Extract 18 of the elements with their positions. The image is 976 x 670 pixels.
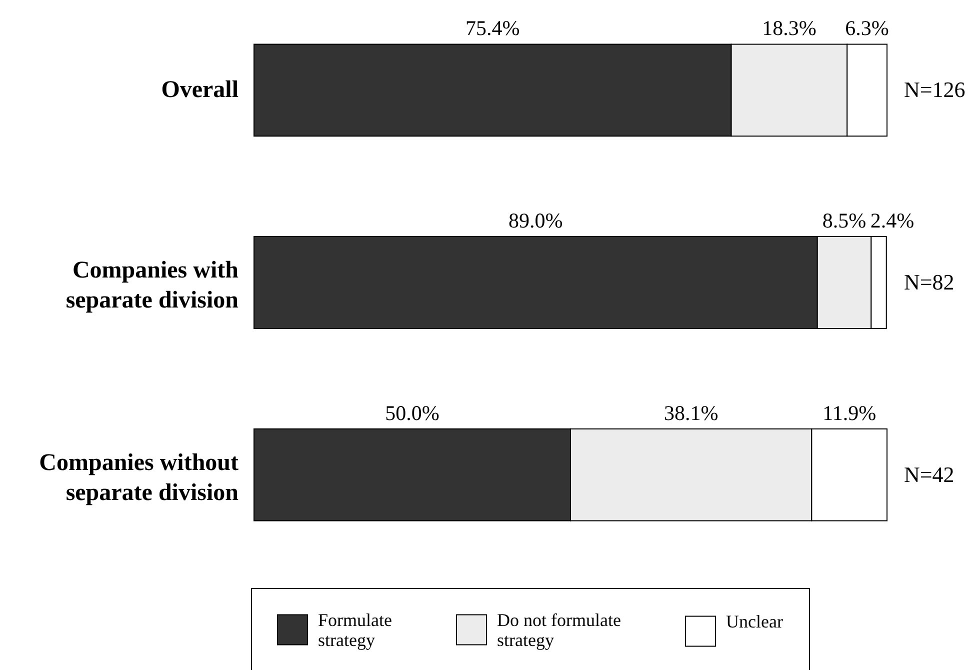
- y-tick-label: Companies with separate division: [66, 258, 238, 314]
- legend-label: Do not formulate strategy: [497, 610, 621, 650]
- data-label: 38.1%: [664, 400, 718, 425]
- data-label: 6.3%: [845, 16, 889, 40]
- data-label: 89.0%: [508, 208, 563, 233]
- text: N=82: [904, 270, 954, 294]
- data-label: 11.9%: [822, 400, 876, 425]
- data-label: 2.4%: [870, 208, 914, 233]
- legend-label: Unclear: [726, 611, 783, 632]
- data-label: 50.0%: [385, 400, 440, 425]
- data-label: 18.3%: [762, 16, 816, 40]
- data-label: 8.5%: [822, 208, 866, 233]
- data-label: 75.4%: [466, 16, 520, 40]
- y-tick-label: Overall: [161, 77, 239, 104]
- y-tick-label: Companies without separate division: [39, 450, 239, 506]
- text: N=126: [904, 77, 966, 102]
- legend-label: Formulate strategy: [318, 610, 392, 650]
- text: N=42: [904, 462, 954, 487]
